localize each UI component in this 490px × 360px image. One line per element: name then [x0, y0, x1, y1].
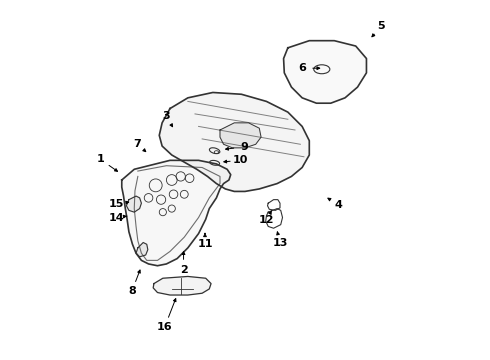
- Text: 13: 13: [272, 238, 288, 248]
- Text: 2: 2: [180, 265, 188, 275]
- Text: 3: 3: [162, 111, 170, 121]
- Text: 16: 16: [157, 322, 172, 332]
- Text: 7: 7: [133, 139, 141, 149]
- Text: 5: 5: [378, 21, 385, 31]
- Text: 1: 1: [97, 154, 104, 164]
- Polygon shape: [220, 123, 261, 148]
- Text: 4: 4: [335, 200, 343, 210]
- Text: 14: 14: [109, 212, 124, 222]
- Text: 15: 15: [109, 199, 124, 209]
- Text: 6: 6: [298, 63, 306, 73]
- Polygon shape: [126, 196, 142, 212]
- Polygon shape: [153, 276, 211, 295]
- Text: 11: 11: [197, 239, 213, 249]
- Text: 8: 8: [128, 287, 136, 296]
- Polygon shape: [159, 93, 309, 192]
- Text: 12: 12: [259, 215, 274, 225]
- Polygon shape: [284, 41, 367, 103]
- Text: 10: 10: [233, 156, 248, 165]
- Text: 9: 9: [241, 142, 248, 152]
- Polygon shape: [122, 160, 231, 266]
- Polygon shape: [136, 243, 148, 257]
